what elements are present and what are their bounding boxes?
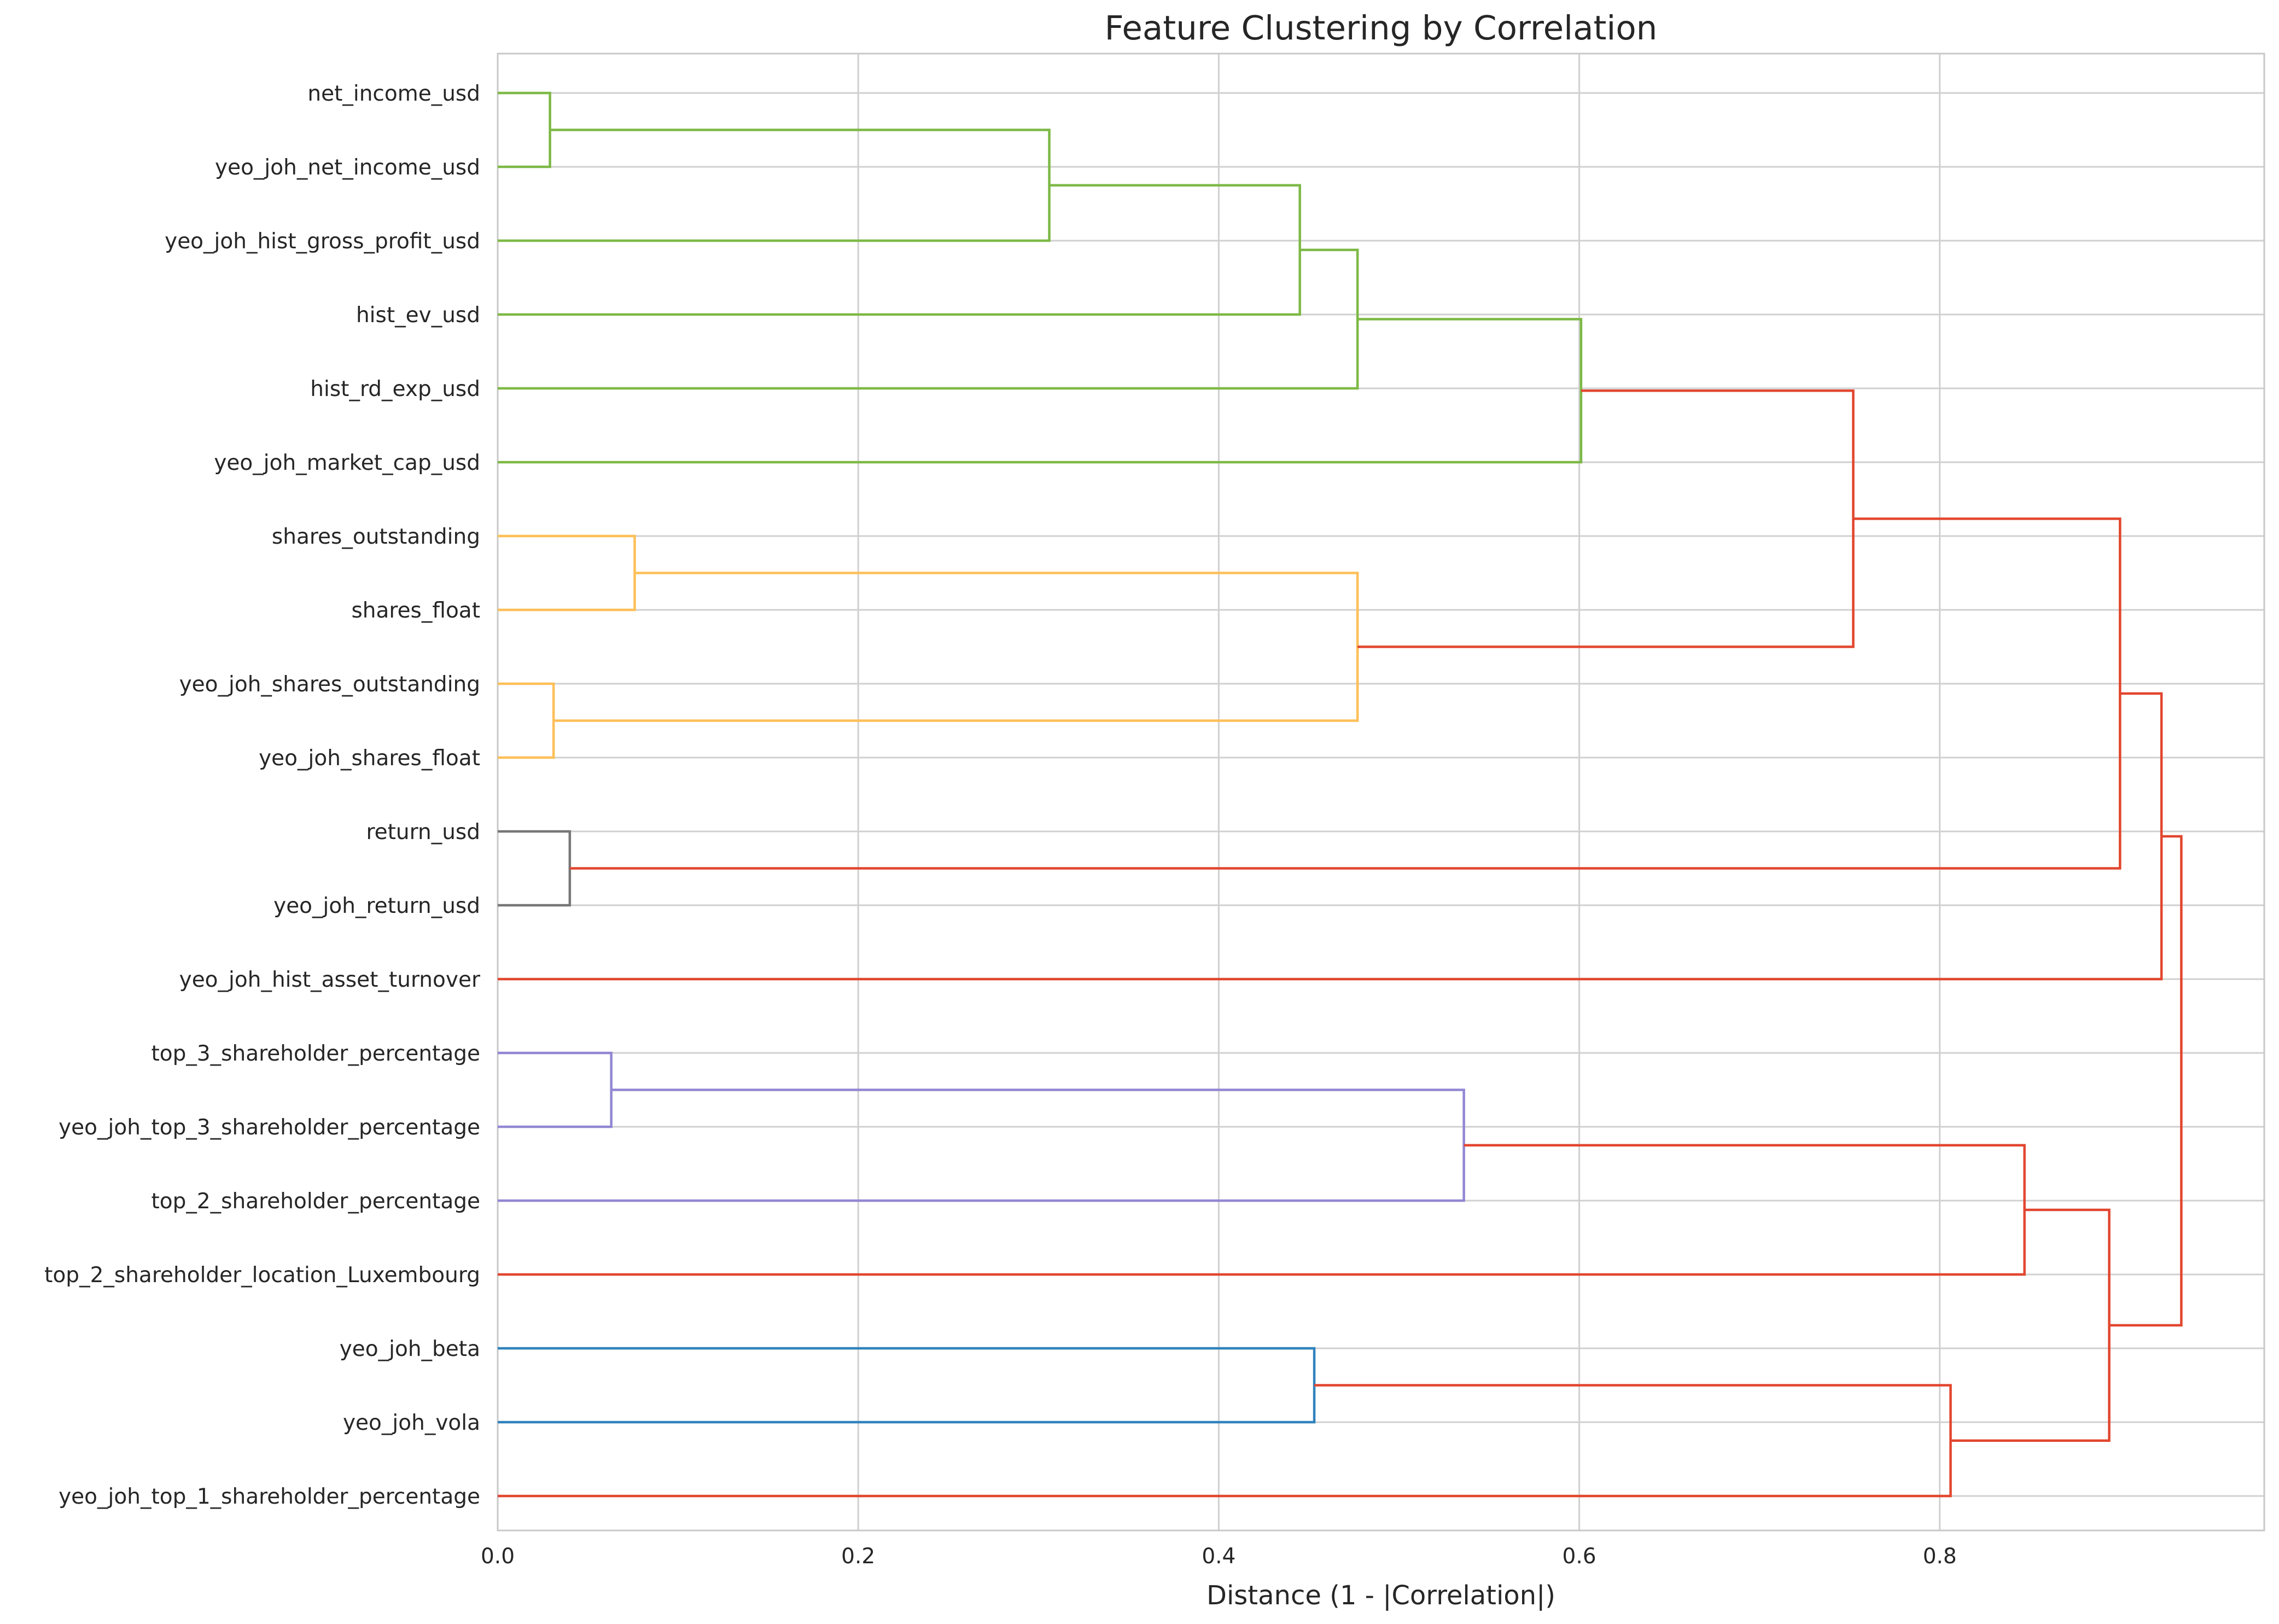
dendrogram-link-r xyxy=(1950,1208,2111,1442)
dendrogram-link-o xyxy=(498,1144,2026,1276)
leaf-label: return_usd xyxy=(366,820,480,845)
leaf-label: net_income_usd xyxy=(307,82,480,106)
leaf-labels: net_income_usd yeo_joh_net_income_usd yeo_… xyxy=(44,82,481,1509)
dendrogram-link-l xyxy=(498,692,2163,981)
leaf-label: yeo_joh_beta xyxy=(340,1337,480,1361)
leaf-label: yeo_joh_return_usd xyxy=(273,894,480,918)
dendrogram-link-i xyxy=(1357,389,1855,648)
leaf-label: yeo_joh_vola xyxy=(343,1411,480,1435)
leaf-label: yeo_joh_top_1_shareholder_percentage xyxy=(59,1485,480,1509)
dendrogram-link-b xyxy=(498,129,1051,242)
x-tick-label: 0.2 xyxy=(841,1544,875,1569)
leaf-label: yeo_joh_top_3_shareholder_percentage xyxy=(59,1115,480,1140)
x-tick-label: 0.8 xyxy=(1923,1544,1957,1569)
x-tick-label: 0.0 xyxy=(481,1544,515,1569)
dendrogram-link-d xyxy=(498,248,1359,390)
leaf-label: shares_float xyxy=(351,598,480,623)
leaf-label: yeo_joh_hist_gross_profit_usd xyxy=(165,229,480,254)
leaf-label: yeo_joh_shares_outstanding xyxy=(179,672,480,697)
dendrogram-link-n xyxy=(498,1089,1465,1202)
leaf-label: hist_ev_usd xyxy=(356,303,480,328)
leaf-label: yeo_joh_shares_float xyxy=(259,746,480,771)
plot-area-frame xyxy=(497,53,2265,1532)
x-tick-label: 0.4 xyxy=(1202,1544,1235,1569)
leaf-label: yeo_joh_hist_asset_turnover xyxy=(179,968,481,992)
dendrogram-link-h xyxy=(553,572,1359,722)
leaf-label: yeo_joh_market_cap_usd xyxy=(214,451,480,475)
dendrogram-link-s xyxy=(2109,835,2183,1327)
x-axis-label: Distance (1 - |Correlation|) xyxy=(1206,1580,1555,1611)
leaf-label: yeo_joh_net_income_usd xyxy=(215,155,480,180)
leaf-label: hist_rd_exp_usd xyxy=(310,377,480,401)
dendrogram-link-g xyxy=(498,682,555,759)
leaf-label: top_3_shareholder_percentage xyxy=(151,1041,480,1066)
dendrogram-link-m xyxy=(498,1051,613,1128)
dendrogram-link-a xyxy=(498,91,551,168)
dendrogram-links xyxy=(498,91,2183,1498)
leaf-label: top_2_shareholder_location_Luxembourg xyxy=(44,1263,480,1288)
leaf-label: top_2_shareholder_percentage xyxy=(151,1189,480,1214)
dendrogram-link-q xyxy=(498,1384,1952,1498)
dendrogram-link-p xyxy=(498,1347,1316,1424)
x-axis-ticks: 0.0 0.2 0.4 0.6 0.8 xyxy=(481,1544,1957,1569)
dendrogram-link-c xyxy=(498,184,1301,316)
leaf-label: shares_outstanding xyxy=(272,525,480,549)
x-tick-label: 0.6 xyxy=(1563,1544,1596,1569)
chart-title: Feature Clustering by Correlation xyxy=(1105,9,1658,48)
